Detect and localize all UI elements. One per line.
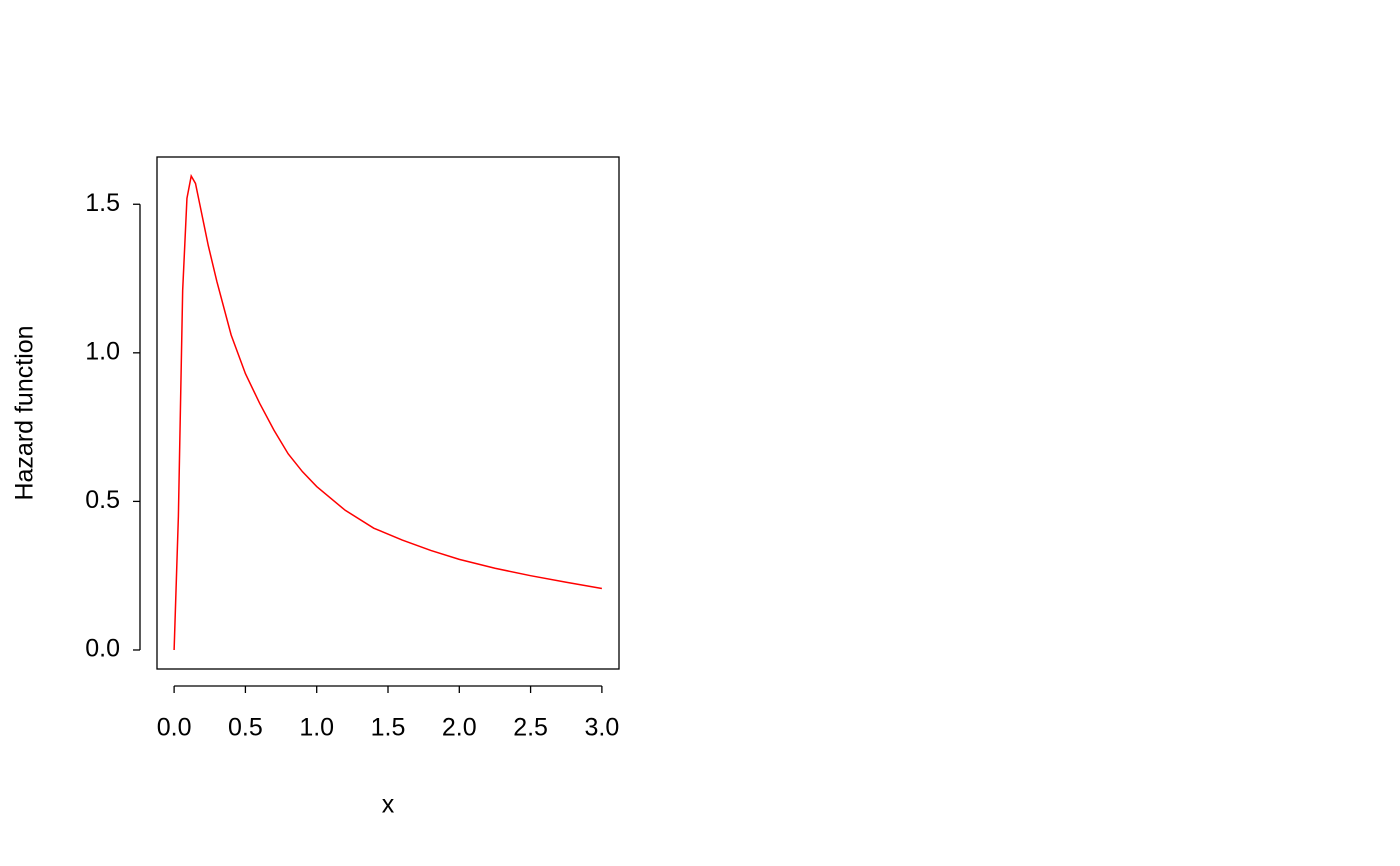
y-tick-label: 1.0	[85, 337, 120, 365]
x-tick-label: 0.5	[228, 714, 263, 742]
y-tick-label: 1.5	[85, 189, 120, 217]
hazard-line	[173, 173, 603, 651]
x-tick-label: 2.0	[442, 714, 477, 742]
x-axis-label: x	[382, 791, 395, 819]
x-tick-label: 3.0	[585, 714, 620, 742]
x-tick-label: 0.0	[157, 714, 192, 742]
x-tick-label: 1.5	[371, 714, 406, 742]
y-tick-label: 0.0	[85, 635, 120, 663]
x-tick-label: 1.0	[299, 714, 334, 742]
y-tick-label: 0.5	[85, 486, 120, 514]
plot-frame	[156, 156, 620, 670]
x-tick-label: 2.5	[513, 714, 548, 742]
y-axis-label: Hazard function	[11, 325, 39, 500]
